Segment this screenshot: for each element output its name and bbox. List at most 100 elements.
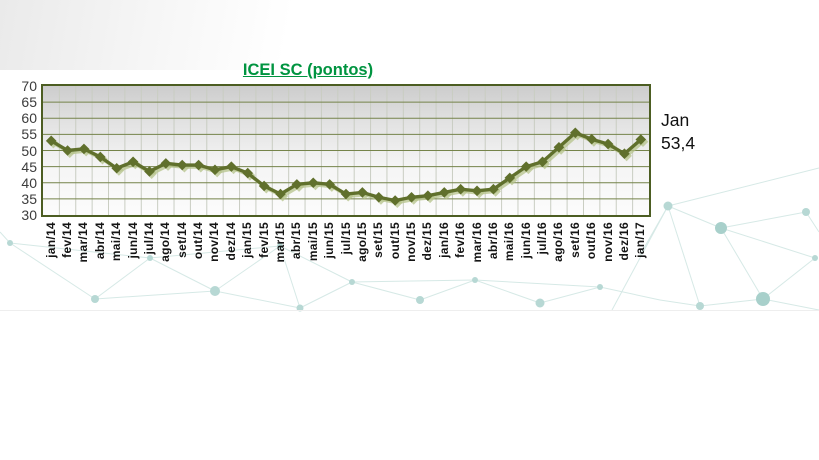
- x-tick-label: set/16: [567, 222, 582, 258]
- x-tick-label: mai/16: [502, 222, 517, 262]
- x-tick-label: out/16: [584, 222, 599, 260]
- network-line: [762, 257, 816, 300]
- data-point-dez-16: [619, 148, 630, 160]
- data-point-mai-15: [307, 177, 319, 189]
- data-point-mar-15: [275, 188, 286, 200]
- network-line: [351, 281, 421, 301]
- network-node: [349, 279, 355, 285]
- data-point-ago-14: [160, 158, 172, 169]
- network-node: [416, 296, 424, 304]
- network-line: [94, 290, 216, 300]
- last-value-annotation: Jan 53,4: [661, 109, 695, 155]
- plot-border: [41, 84, 651, 217]
- data-point-jun-14: [127, 156, 139, 168]
- x-tick-label: set/15: [371, 222, 386, 258]
- x-tick-label: jan/16: [436, 222, 451, 258]
- network-line: [762, 298, 819, 311]
- x-tick-label: out/14: [191, 222, 206, 260]
- x-tick-label: mar/14: [76, 222, 91, 263]
- network-node: [535, 298, 545, 308]
- network-line: [351, 279, 476, 283]
- network-line: [667, 205, 722, 229]
- network-line: [214, 245, 281, 292]
- network-node: [802, 208, 810, 216]
- network-line: [639, 205, 669, 256]
- data-point-jun-16: [520, 161, 532, 172]
- network-node: [7, 240, 13, 246]
- x-tick-label: dez/14: [223, 222, 238, 261]
- data-point-jul-16: [537, 156, 548, 168]
- network-line: [149, 245, 281, 259]
- x-tick-label: ago/14: [158, 222, 173, 262]
- network-node: [663, 201, 673, 211]
- network-node: [296, 304, 304, 312]
- network-node: [91, 295, 99, 303]
- network-node: [597, 284, 603, 290]
- x-tick-label: mar/15: [272, 222, 287, 263]
- y-tick-label: 50: [21, 142, 37, 159]
- data-point-jul-15: [340, 188, 352, 200]
- network-line: [94, 257, 151, 300]
- data-point-ago-16: [553, 141, 565, 153]
- x-tick-label: jan/17: [633, 222, 648, 258]
- x-tick-label: jan/15: [240, 222, 255, 258]
- x-tick-label: ago/15: [354, 222, 369, 262]
- x-tick-label: abr/16: [485, 222, 500, 260]
- annotation-value: 53,4: [661, 133, 696, 153]
- data-point-jan-17: [635, 134, 647, 145]
- x-tick-label: mai/14: [109, 222, 124, 262]
- slide-edge-line: [0, 310, 819, 311]
- x-tick-label: abr/14: [92, 222, 107, 260]
- x-tick-label: jun/15: [322, 222, 337, 259]
- x-tick-label: nov/14: [207, 222, 222, 262]
- network-line: [539, 286, 601, 304]
- chart-title: ICEI SC (pontos): [242, 61, 374, 79]
- annotation-month: Jan: [661, 110, 690, 130]
- y-tick-label: 55: [21, 126, 37, 143]
- network-line: [667, 167, 819, 207]
- x-tick-label: jul/14: [141, 222, 156, 255]
- network-line: [599, 286, 661, 301]
- data-point-fev-14: [62, 145, 73, 156]
- network-line: [659, 299, 701, 307]
- x-tick-label: dez/16: [616, 222, 631, 261]
- x-tick-label: set/14: [174, 222, 189, 258]
- network-line: [419, 279, 476, 301]
- data-point-nov-14: [209, 164, 221, 176]
- data-point-mar-16: [471, 185, 483, 197]
- y-tick-label: 45: [21, 158, 37, 175]
- network-line: [474, 279, 541, 304]
- network-line: [720, 227, 816, 259]
- network-line: [699, 298, 764, 307]
- y-tick-label: 70: [21, 78, 37, 94]
- network-node: [472, 277, 478, 283]
- x-tick-label: nov/16: [600, 222, 615, 262]
- network-line: [149, 257, 216, 292]
- data-point-dez-14: [226, 161, 237, 172]
- network-line: [299, 281, 353, 309]
- network-line: [9, 242, 151, 259]
- network-line: [474, 279, 601, 288]
- x-tick-label: mar/16: [469, 222, 484, 263]
- x-tick-label: jun/16: [518, 222, 533, 259]
- x-tick-label: mai/15: [305, 222, 320, 262]
- x-tick-label: jul/16: [535, 222, 550, 255]
- x-tick-label: fev/14: [60, 222, 75, 258]
- data-point-out-16: [586, 133, 597, 145]
- x-tick-label: nov/15: [404, 222, 418, 262]
- y-tick-label: 65: [21, 94, 37, 111]
- y-tick-label: 60: [21, 110, 37, 127]
- y-tick-label: 35: [21, 190, 37, 207]
- x-tick-label: fev/15: [256, 222, 271, 258]
- network-node: [210, 286, 220, 296]
- network-node: [756, 292, 770, 306]
- x-tick-label: abr/15: [289, 222, 304, 260]
- line-chart: [41, 84, 651, 217]
- network-node: [696, 302, 704, 310]
- data-point-set-16: [569, 127, 581, 139]
- data-point-fev-15: [258, 180, 270, 192]
- network-node: [147, 255, 153, 261]
- x-tick-label: fev/16: [453, 222, 468, 258]
- x-tick-label: ago/16: [551, 222, 566, 262]
